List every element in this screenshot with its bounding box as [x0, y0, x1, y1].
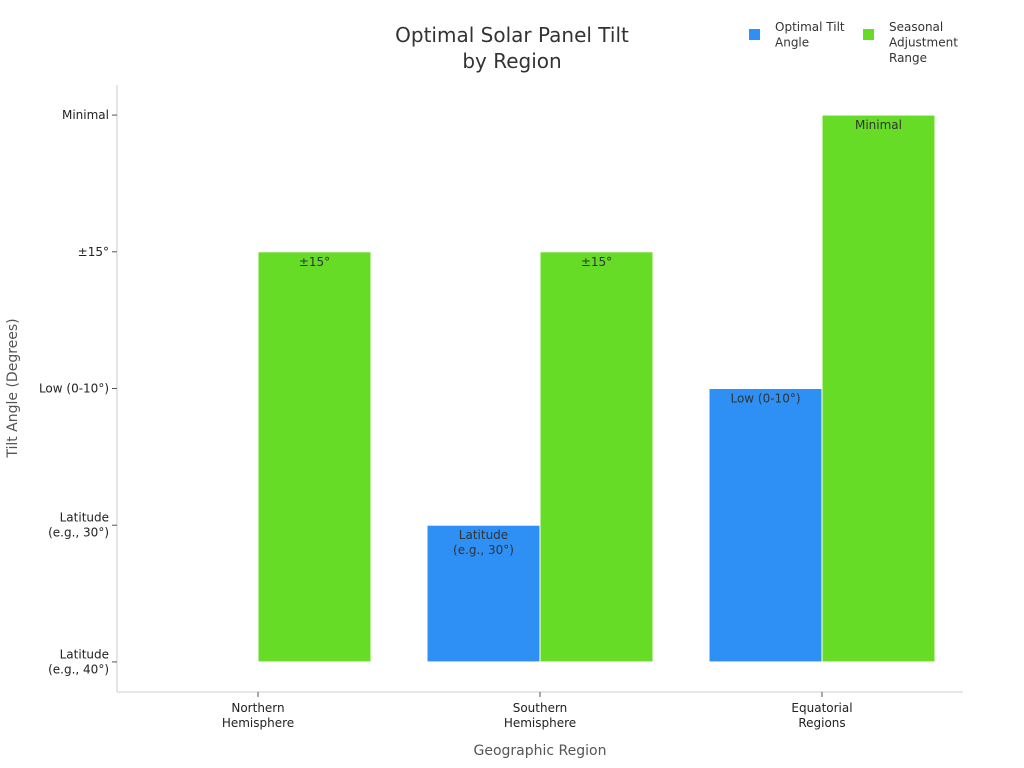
y-tick-label: Minimal	[62, 108, 109, 122]
bar	[257, 251, 372, 663]
bar-data-label: ±15°	[581, 255, 612, 269]
legend-label: Seasonal Adjustment Range	[889, 20, 958, 65]
y-tick-label: ±15°	[78, 245, 109, 259]
y-tick-label: Latitude (e.g., 30°)	[48, 511, 109, 540]
x-tick-label: Northern Hemisphere	[222, 701, 294, 730]
chart-title: Optimal Solar Panel Tilt by Region	[395, 23, 629, 73]
legend-swatch	[863, 29, 874, 40]
bar-data-label: Minimal	[855, 118, 902, 132]
bar	[708, 388, 823, 663]
bar-data-label: ±15°	[299, 255, 330, 269]
legend: Optimal Tilt Angle Seasonal Adjustment Range	[749, 20, 958, 65]
bars	[257, 114, 936, 663]
bar	[821, 114, 936, 663]
legend-swatch	[749, 29, 760, 40]
legend-label: Optimal Tilt Angle	[775, 20, 845, 50]
y-axis-ticks: Latitude (e.g., 40°) Latitude (e.g., 30°) Lo…	[39, 108, 117, 676]
y-tick-label: Latitude (e.g., 40°)	[48, 647, 109, 676]
x-tick-label: Southern Hemisphere	[504, 701, 576, 730]
x-axis-title: Geographic Region	[474, 743, 607, 759]
y-tick-label: Low (0-10°)	[39, 382, 109, 396]
bar-data-label: Low (0-10°)	[730, 392, 800, 406]
bar-labels: ±15° Latitude (e.g., 30°) ±15° Low (0-10°) Mi…	[299, 118, 902, 557]
x-axis-ticks: Northern Hemisphere Southern Hemisphere Equa…	[222, 692, 853, 730]
bar	[539, 251, 654, 663]
y-axis-title: Tilt Angle (Degrees)	[5, 318, 21, 458]
bar-data-label: Latitude (e.g., 30°)	[453, 528, 514, 557]
chart-title-text: Optimal Solar Panel Tilt by Region	[395, 23, 629, 73]
x-tick-label: Equatorial Regions	[791, 701, 852, 730]
bar	[426, 524, 541, 663]
